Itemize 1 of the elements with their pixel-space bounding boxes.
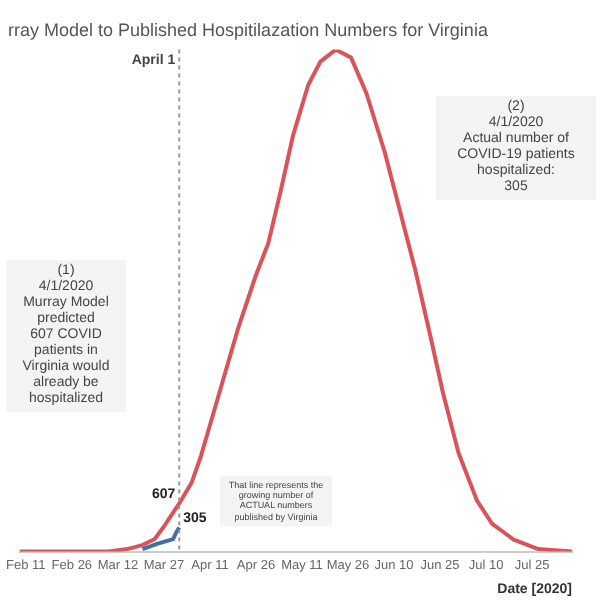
chart-title: rray Model to Published Hospitilazation Numbers for Virginia <box>8 19 488 40</box>
